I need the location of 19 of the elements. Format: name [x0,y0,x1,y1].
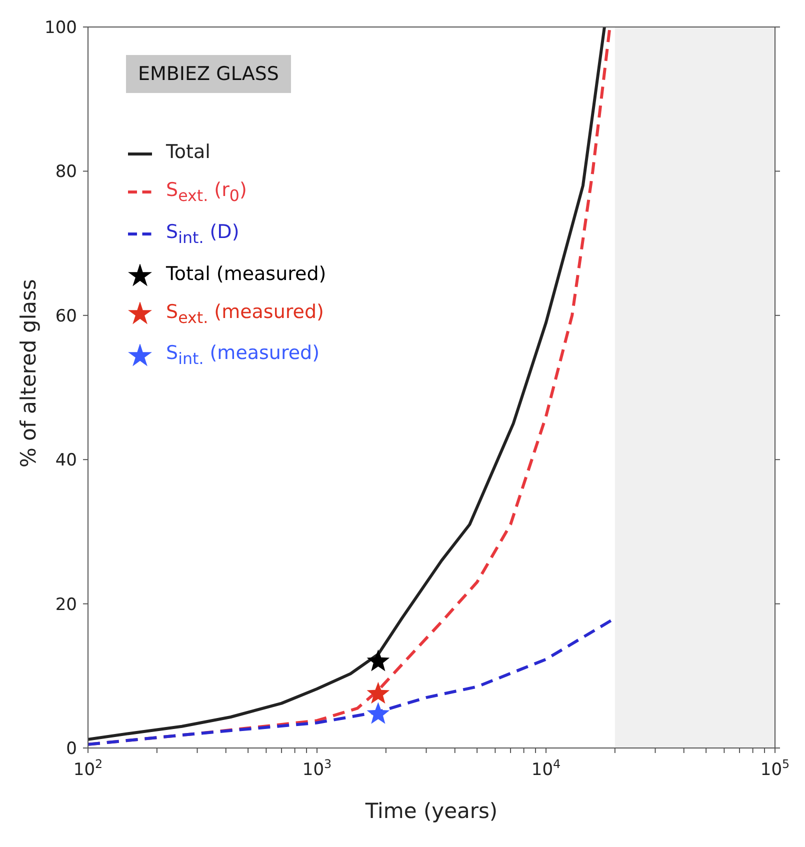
y-tick-label: 40 [55,450,77,471]
x-tick-label: 10$^{4}$ [531,757,561,780]
y-tick-label: 0 [66,739,77,759]
legend-label: Total [165,140,210,165]
annotation: EMBIEZ GLASS [126,55,291,93]
y-tick-label: 60 [55,306,77,326]
legend-label: S$_{int.}$ (measured) [165,341,320,370]
x-axis-title: Time (years) [364,799,498,823]
y-tick-label: 100 [44,18,77,38]
x-tick-label: 10$^{5}$ [760,757,790,780]
y-axis-title: % of altered glass [16,279,40,468]
y-tick-label: 80 [55,162,77,182]
legend-label: S$_{int.}$ (D) [165,220,240,249]
legend-label: S$_{ext.}$ (measured) [165,300,324,328]
x-tick-label: 10$^{3}$ [302,757,332,780]
legend-label: Total (measured) [165,262,326,287]
y-tick-label: 20 [55,594,77,615]
legend-label: S$_{ext.}$ (r$_{0}$) [165,178,247,207]
x-tick-label: 10$^{2}$ [73,757,103,780]
